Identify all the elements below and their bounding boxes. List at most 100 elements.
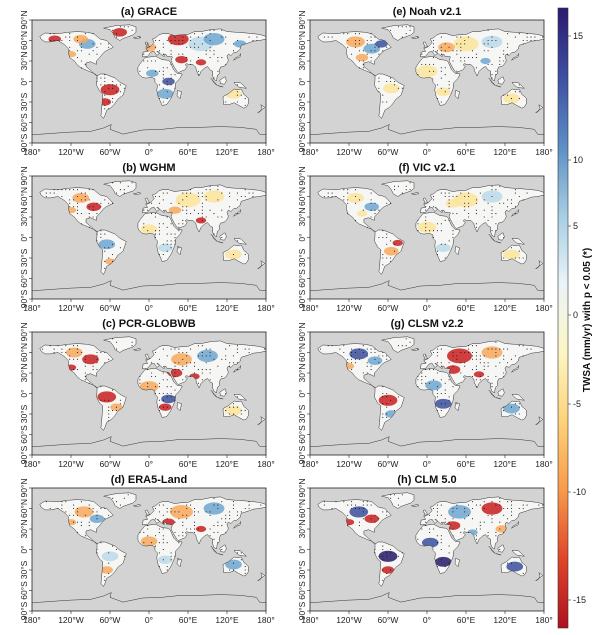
- trend-region: [195, 525, 207, 533]
- land-mass: [512, 238, 525, 245]
- coastline: [133, 192, 141, 195]
- coastline: [144, 353, 150, 360]
- coastline: [233, 393, 248, 401]
- lon-tick-label: 120°W: [336, 459, 362, 469]
- lat-tick-label: 60°S: [297, 269, 307, 288]
- land-mass: [423, 41, 428, 48]
- trend-region: [481, 502, 503, 515]
- lon-tick-label: 180°: [257, 615, 275, 625]
- lat-tick-label: 30°N: [297, 208, 307, 227]
- significance-stipple: [49, 26, 258, 110]
- map-panel-e: (e) Noah v2.1 180° 120°W 60°W 0° 60°E 120°E 180…: [297, 6, 553, 157]
- lat-tick-label: 90°S: [297, 289, 307, 308]
- coastline: [233, 549, 248, 557]
- lat-tick-label: 0°: [19, 77, 29, 85]
- colorbar-tick-label: 10: [573, 155, 583, 165]
- land-mass: [137, 368, 183, 418]
- panel-title: (f) VIC v2.1: [399, 162, 456, 174]
- coastline: [381, 24, 415, 41]
- trend-region: [162, 77, 175, 86]
- lat-tick-label: 90°S: [297, 601, 307, 620]
- lon-tick-label: 120°E: [493, 303, 517, 313]
- coastline: [497, 232, 505, 241]
- coastline: [420, 28, 544, 82]
- coastline: [488, 389, 496, 398]
- lat-tick-label: 90°N: [19, 167, 29, 186]
- coastline: [500, 88, 527, 109]
- coastline: [415, 211, 461, 262]
- coastline: [142, 28, 266, 82]
- trend-region: [434, 398, 452, 409]
- land-mass: [39, 499, 114, 544]
- lon-tick-label: 60°W: [378, 459, 399, 469]
- lon-tick-label: 120°W: [336, 615, 362, 625]
- coastline: [233, 365, 241, 373]
- land-mass: [535, 104, 543, 113]
- land-mass: [219, 232, 227, 241]
- land-mass: [511, 365, 519, 373]
- antarctica-coastline: [310, 280, 544, 292]
- coastline: [488, 77, 496, 86]
- coastline: [96, 229, 127, 275]
- lat-tick-label: 60°N: [297, 499, 307, 518]
- trend-region: [375, 40, 388, 48]
- trend-region: [82, 354, 99, 365]
- lon-tick-label: 180°: [257, 459, 275, 469]
- coastline: [374, 385, 405, 431]
- trend-region: [392, 239, 403, 247]
- coastline: [374, 541, 405, 587]
- lon-tick-label: 120°W: [336, 303, 362, 313]
- lat-tick-label: 60°S: [297, 581, 307, 600]
- trend-region: [157, 243, 173, 253]
- lon-tick-label: 60°W: [100, 147, 121, 157]
- colorbar-label: TWSA (mm/yr) with p < 0.05 (*): [582, 248, 593, 392]
- land-mass: [257, 260, 265, 269]
- coastline: [411, 192, 419, 195]
- land-mass: [233, 521, 241, 529]
- coastline: [511, 365, 519, 373]
- coastline: [142, 496, 266, 550]
- coastline: [500, 400, 527, 421]
- coastline: [511, 521, 519, 529]
- coastline: [374, 229, 405, 275]
- land-mass: [233, 365, 241, 373]
- lat-tick-label: 90°S: [297, 133, 307, 152]
- trend-region: [175, 192, 201, 208]
- land-mass: [497, 232, 505, 241]
- lat-tick-label: 30°S: [19, 248, 29, 267]
- lat-tick-label: 90°N: [19, 11, 29, 30]
- trend-region: [356, 210, 368, 217]
- coastline: [381, 492, 415, 509]
- lat-tick-label: 60°N: [19, 343, 29, 362]
- lat-tick-label: 90°S: [19, 289, 29, 308]
- trend-region: [453, 36, 479, 52]
- lat-tick-label: 30°N: [19, 52, 29, 71]
- coastline: [511, 81, 526, 89]
- coastline: [219, 232, 227, 241]
- coastline: [535, 104, 544, 114]
- panel-title: (d) ERA5-Land: [111, 474, 187, 486]
- land-mass: [142, 184, 266, 237]
- trend-region: [161, 394, 176, 404]
- coastline: [103, 336, 137, 353]
- panel-title: (g) CLSM v2.2: [391, 318, 464, 330]
- lat-tick-label: 0°: [19, 233, 29, 241]
- coastline: [210, 233, 218, 242]
- land-mass: [234, 238, 247, 245]
- trend-region: [203, 190, 225, 203]
- coastline: [233, 521, 241, 529]
- trend-region: [140, 536, 158, 547]
- land-mass: [423, 509, 428, 516]
- land-mass: [512, 550, 525, 557]
- colorbar-tick-label: 15: [573, 31, 583, 41]
- trend-region: [157, 555, 173, 565]
- land-mass: [257, 104, 265, 113]
- land-mass: [511, 521, 519, 529]
- lat-tick-label: 30°N: [19, 208, 29, 227]
- coastline: [411, 36, 419, 39]
- coastline: [495, 553, 502, 556]
- coastline: [176, 558, 182, 568]
- lon-tick-label: 0°: [145, 459, 153, 469]
- lon-tick-label: 60°E: [179, 147, 198, 157]
